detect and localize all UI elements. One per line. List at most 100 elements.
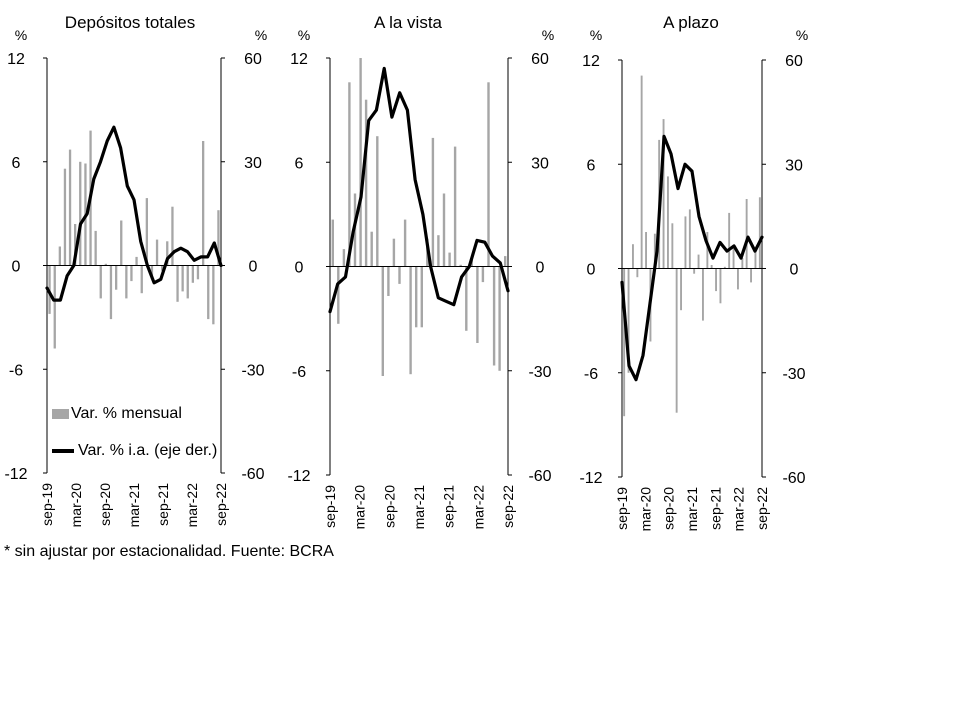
line-series <box>620 134 764 382</box>
x-tick-label: mar-20 <box>68 483 84 528</box>
left-tick-label: -12 <box>579 470 602 487</box>
bar <box>202 141 205 266</box>
bar <box>680 268 682 311</box>
bar <box>370 231 373 267</box>
bar <box>453 146 457 267</box>
bar <box>758 197 761 269</box>
legend-item-yoy: Var. % i.a. (eje der.) <box>52 440 217 462</box>
right-tick-label: 60 <box>531 51 549 68</box>
left-tick-label: -12 <box>287 468 310 485</box>
right-tick-label: 0 <box>249 259 258 276</box>
x-tick-label: mar-21 <box>126 483 142 528</box>
bar <box>125 265 128 299</box>
left-tick-label: -12 <box>4 466 27 483</box>
bar <box>403 219 407 267</box>
bar <box>459 264 462 267</box>
line-series <box>45 125 223 302</box>
left-tick-label: 6 <box>587 157 596 174</box>
bar <box>176 265 179 302</box>
bar <box>442 193 446 267</box>
left-tick-label: 6 <box>12 155 21 172</box>
right-tick-label: -30 <box>241 362 264 379</box>
bar <box>337 266 340 324</box>
panel-title: A plazo <box>663 13 719 32</box>
bar <box>420 266 423 328</box>
bar <box>498 266 501 371</box>
bar <box>636 268 639 278</box>
right-tick-label: 30 <box>244 155 262 172</box>
bar <box>684 216 687 269</box>
bar <box>481 266 485 283</box>
left-axis-unit: % <box>298 27 310 43</box>
right-tick-label: -60 <box>528 468 551 485</box>
legend-line-label: Var. % i.a. (eje der.) <box>78 442 218 459</box>
right-tick-label: 30 <box>785 157 803 174</box>
bar <box>58 246 61 266</box>
bar <box>364 99 368 267</box>
bar <box>74 224 77 266</box>
bar <box>504 256 507 267</box>
right-tick-label: 30 <box>531 155 549 172</box>
left-tick-label: 0 <box>295 260 304 277</box>
bar <box>492 266 496 366</box>
bar <box>94 230 97 266</box>
bar <box>135 256 138 266</box>
x-tick-label: sep-22 <box>754 487 770 530</box>
x-tick-label: sep-22 <box>500 485 516 528</box>
bar <box>671 223 674 269</box>
bar <box>750 268 752 283</box>
bar <box>487 82 490 267</box>
bar <box>437 235 440 267</box>
bar <box>145 198 148 266</box>
legend-line-swatch <box>52 449 74 453</box>
x-tick-label: sep-19 <box>614 487 630 530</box>
bar <box>120 220 123 266</box>
bar <box>359 58 362 267</box>
x-tick-label: sep-22 <box>213 483 229 526</box>
bar <box>732 245 735 269</box>
bar <box>623 268 626 417</box>
line-series <box>328 66 510 314</box>
bar <box>702 268 704 321</box>
bar <box>109 265 113 320</box>
left-axis-unit: % <box>15 27 27 43</box>
bar <box>181 265 184 292</box>
left-tick-label: 12 <box>582 53 600 70</box>
panel-title: A la vista <box>374 13 443 32</box>
bar <box>212 265 215 325</box>
bar <box>398 266 401 284</box>
x-tick-label: sep-20 <box>661 487 677 530</box>
bar <box>171 206 174 266</box>
bar <box>688 209 691 269</box>
footnote: * sin ajustar por estacionalidad. Fuente… <box>4 543 334 560</box>
bar <box>741 258 744 269</box>
bar <box>150 265 154 280</box>
bar <box>737 268 739 290</box>
bar <box>745 199 748 269</box>
x-tick-label: sep-19 <box>322 485 338 528</box>
bar <box>476 266 479 343</box>
chart-panel-1: Depósitos totales% %1260-6-1260300-30-60s… <box>4 13 267 527</box>
left-tick-label: -6 <box>584 366 598 383</box>
bar <box>130 265 133 282</box>
legend-bar-swatch <box>52 409 69 419</box>
x-tick-label: mar-21 <box>684 487 700 532</box>
bar <box>207 265 210 320</box>
bar <box>693 268 696 274</box>
bar <box>710 265 713 269</box>
bar <box>161 265 164 271</box>
x-tick-label: sep-19 <box>39 483 55 526</box>
bar <box>675 268 678 413</box>
bar <box>431 137 435 267</box>
right-tick-label: -30 <box>782 366 805 383</box>
bar <box>706 232 709 269</box>
legend: Var. % mensual Var. % i.a. (eje der.) <box>52 403 217 477</box>
left-tick-label: 0 <box>587 262 596 279</box>
x-tick-label: sep-20 <box>381 485 397 528</box>
bar <box>79 161 82 266</box>
right-axis-unit: % <box>255 27 267 43</box>
left-tick-label: -6 <box>292 364 306 381</box>
panel-title: Depósitos totales <box>65 13 195 32</box>
